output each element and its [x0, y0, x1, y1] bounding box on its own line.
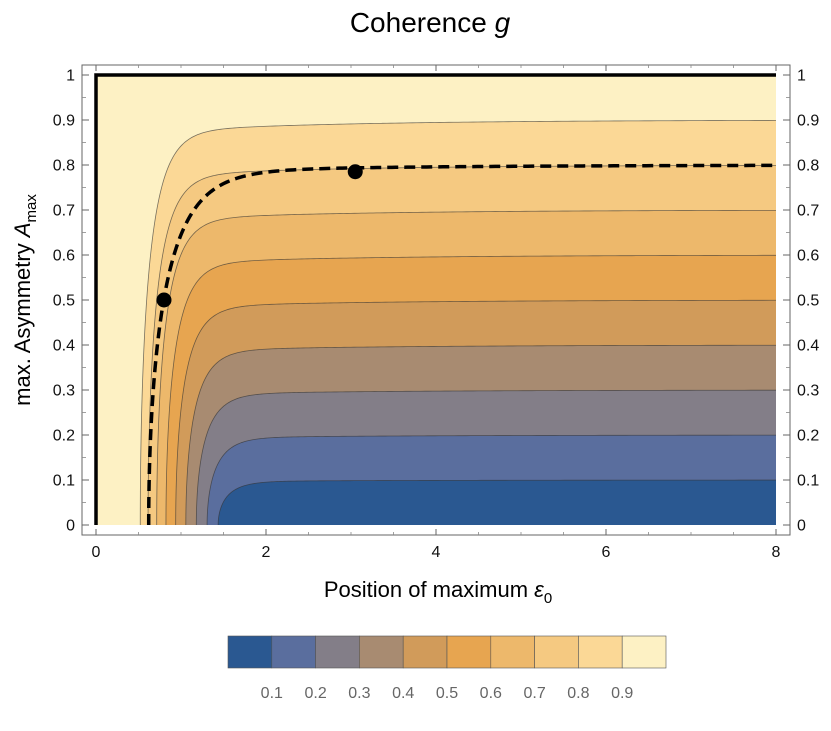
- colorbar-label-8: 0.9: [611, 685, 633, 702]
- colorbar-label-4: 0.5: [436, 685, 458, 702]
- y-tick-label-right: 0.7: [797, 203, 819, 220]
- contour-line-0-2: [206, 434, 776, 525]
- y-tick-label-left: 0.4: [53, 338, 75, 355]
- colorbar-swatch-7: [534, 635, 579, 669]
- colorbar-swatch-2: [315, 635, 360, 669]
- x-axis-label: Position of maximum ε0: [324, 577, 552, 607]
- colorbar-swatch-6: [490, 635, 535, 669]
- colorbar-label-2: 0.3: [348, 685, 370, 702]
- y-tick-label-right: 0.3: [797, 383, 819, 400]
- x-axis-label-text: Position of maximum: [324, 577, 534, 602]
- y-axis-label-symbol: A: [10, 222, 35, 239]
- colorbar-swatch-0: [227, 635, 273, 669]
- colorbar-swatch-9: [621, 635, 667, 669]
- contour-line-0-4: [185, 344, 776, 525]
- contour-line-0-3: [195, 389, 776, 525]
- colorbar-label-6: 0.7: [523, 685, 545, 702]
- colorbar-swatch-4: [402, 635, 448, 669]
- colorbar-label-0: 0.1: [261, 685, 283, 702]
- contour-lines: [139, 120, 776, 525]
- colorbar-label-3: 0.4: [392, 685, 414, 702]
- y-tick-label-left: 0.3: [53, 383, 75, 400]
- y-tick-label-right: 0.5: [797, 293, 819, 310]
- y-tick-label-right: 0: [797, 518, 806, 535]
- colorbar: 0.1 0.2 0.3 0.4 0.5 0.6 0.7 0.8 0.9: [227, 635, 667, 702]
- y-tick-label-left: 0.1: [53, 473, 75, 490]
- colorbar-label-7: 0.8: [567, 685, 589, 702]
- x-axis-label-subscript: 0: [544, 590, 552, 607]
- contour-line-0-9: [139, 120, 776, 525]
- y-axis-ticks-left: 0 0.1 0.2 0.3 0.4 0.5 0.6 0.7 0.8 0.9 1: [53, 68, 89, 535]
- marker-0: [156, 292, 172, 308]
- chart-title-main: Coherence: [350, 7, 495, 38]
- y-tick-label-right: 0.9: [797, 113, 819, 130]
- y-axis-ticks-right: 0 0.1 0.2 0.3 0.4 0.5 0.6 0.7 0.8 0.9 1: [783, 68, 819, 535]
- boundary-lines: [94, 73, 776, 525]
- contour-line-0-8: [147, 164, 776, 525]
- colorbar-swatch-5: [446, 635, 492, 669]
- chart-title-symbol: g: [495, 7, 511, 38]
- x-tick-label-4: 4: [432, 544, 441, 561]
- y-tick-label-left: 0.9: [53, 113, 75, 130]
- colorbar-swatch-1: [271, 635, 316, 669]
- colorbar-swatch-8: [578, 635, 623, 669]
- y-tick-label-left: 0.7: [53, 203, 75, 220]
- y-axis-label: max. Asymmetry Amax: [10, 194, 40, 406]
- boundary-line-0: [94, 73, 776, 525]
- y-tick-label-right: 0.6: [797, 248, 819, 265]
- y-tick-label-left: 1: [66, 68, 75, 85]
- marker-1: [347, 164, 363, 180]
- contour-line-0-5: [175, 299, 776, 525]
- x-axis-ticks: 0 2 4 6 8: [92, 65, 781, 561]
- y-axis-label-subscript: max: [23, 194, 40, 223]
- y-axis-label-text: max. Asymmetry: [10, 237, 35, 406]
- y-tick-label-left: 0.6: [53, 248, 75, 265]
- colorbar-label-1: 0.2: [304, 685, 326, 702]
- colorbar-label-5: 0.6: [480, 685, 502, 702]
- y-tick-label-right: 0.1: [797, 473, 819, 490]
- y-tick-label-left: 0: [66, 518, 75, 535]
- y-tick-label-left: 0.8: [53, 158, 75, 175]
- dashed-curve: [146, 163, 776, 525]
- colorbar-swatch-3: [359, 635, 404, 669]
- y-tick-label-right: 0.2: [797, 428, 819, 445]
- contour-band-0-1: [218, 480, 776, 525]
- contour-line-0-6: [165, 254, 776, 525]
- x-tick-label-0: 0: [92, 544, 101, 561]
- x-tick-label-8: 8: [772, 544, 781, 561]
- y-tick-label-right: 0.4: [797, 338, 819, 355]
- contour-line-0-1: [217, 479, 776, 525]
- x-axis-label-symbol: ε: [534, 577, 544, 602]
- x-tick-label-6: 6: [602, 544, 611, 561]
- dashed-curve-group: [146, 163, 776, 525]
- y-tick-label-left: 0.5: [53, 293, 75, 310]
- y-tick-label-right: 1: [797, 68, 806, 85]
- contour-bands: [96, 75, 776, 525]
- chart-title: Coherence g: [350, 7, 511, 38]
- y-tick-label-left: 0.2: [53, 428, 75, 445]
- data-markers: [156, 164, 363, 308]
- x-tick-label-2: 2: [262, 544, 271, 561]
- y-tick-label-right: 0.8: [797, 158, 819, 175]
